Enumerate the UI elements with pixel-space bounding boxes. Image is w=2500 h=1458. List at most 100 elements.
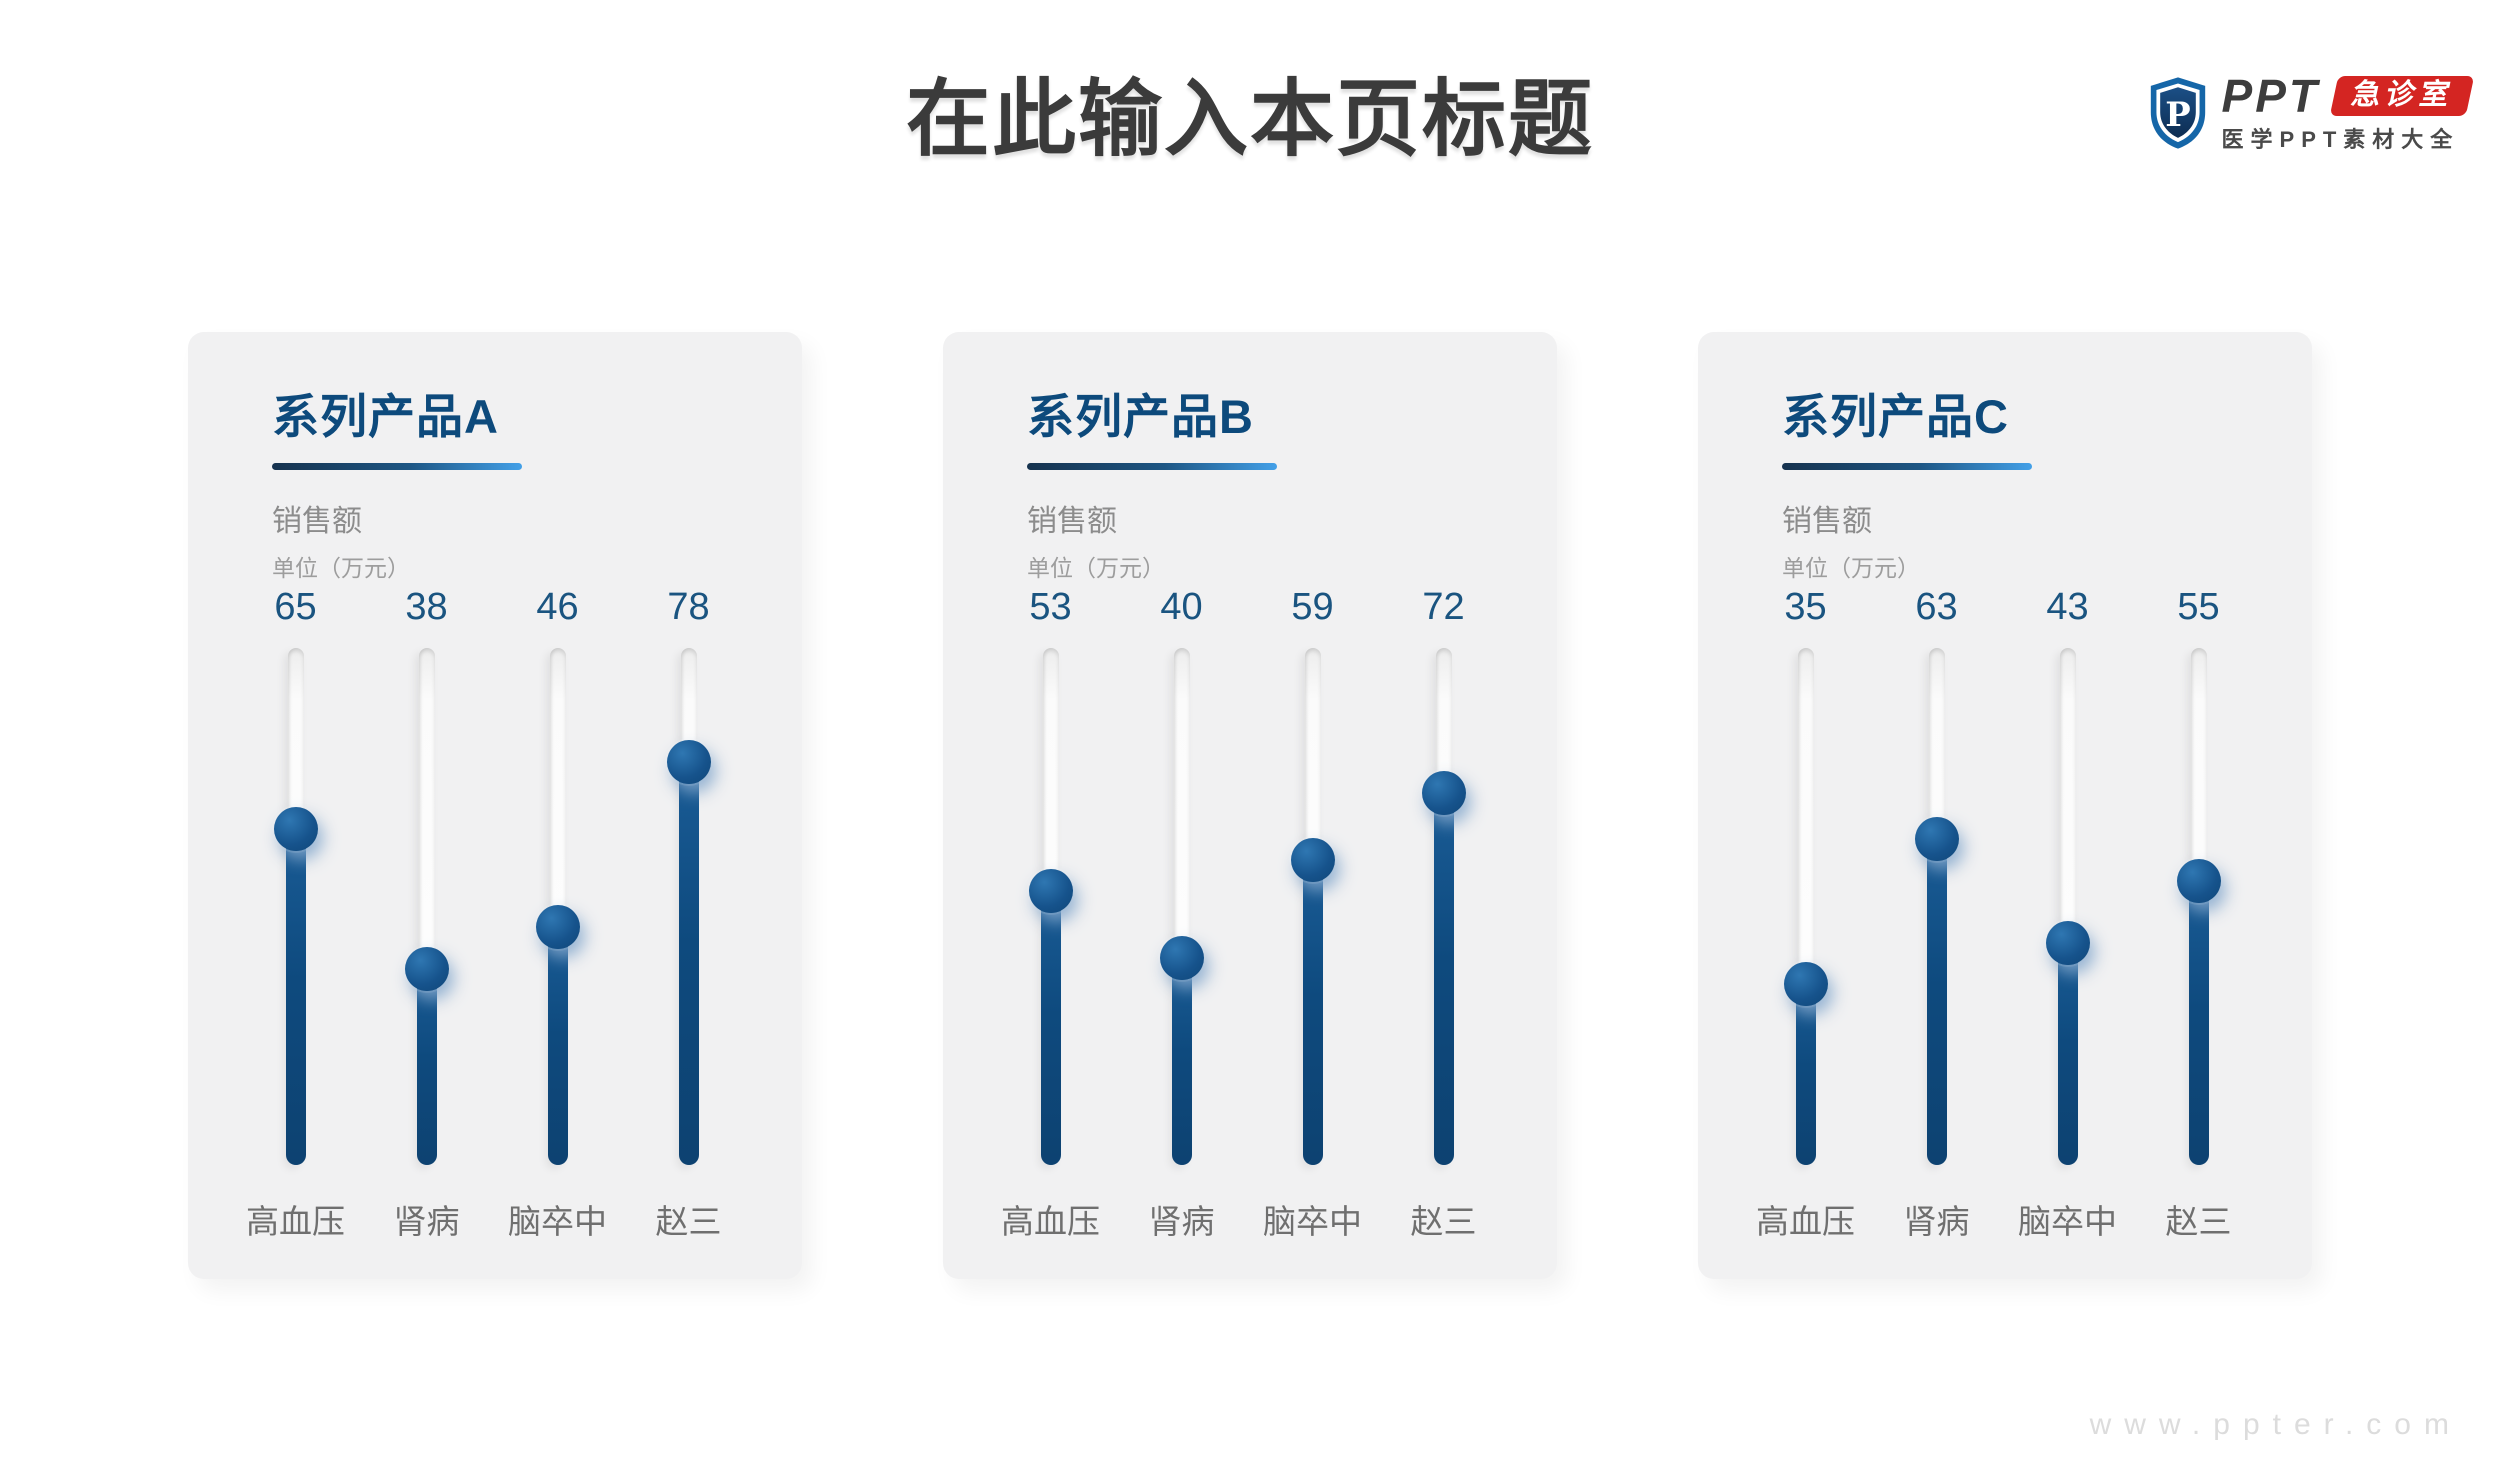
slider-track[interactable] (2176, 648, 2221, 1165)
slider-value: 43 (2046, 586, 2089, 628)
slider-track[interactable] (1421, 648, 1466, 1165)
brand-subtitle: 医学PPT素材大全 (2221, 127, 2460, 152)
slider-label: 高血压 (246, 1203, 345, 1240)
slider-group: 35 高血压 63 肾病 43 脑卒中 55 赵三 (1740, 582, 2264, 1243)
slider-track[interactable] (2045, 648, 2090, 1165)
slider-fill (1302, 859, 1323, 1165)
slider-column: 55 赵三 (2133, 582, 2264, 1243)
slider-knob[interactable] (1914, 817, 1959, 862)
slider-fill (1926, 839, 1947, 1165)
slider-label: 脑卒中 (508, 1203, 607, 1240)
slider-label: 肾病 (1148, 1203, 1215, 1240)
panel-header: 系列产品A 销售额 单位（万元） (188, 332, 802, 583)
title-underline (272, 463, 522, 470)
slider-knob[interactable] (2045, 920, 2090, 965)
panel-unit: 单位（万元） (272, 555, 410, 581)
slider-label: 肾病 (393, 1203, 460, 1240)
slider-label: 高血压 (1756, 1203, 1855, 1240)
slider-column: 72 赵三 (1378, 582, 1509, 1243)
slider-fill (547, 927, 568, 1165)
panels-container: 系列产品A 销售额 单位（万元） 65 高血压 38 肾病 46 脑卒中 78 (188, 332, 2312, 1279)
slider-column: 63 肾病 (1871, 582, 2002, 1243)
slider-fill (416, 968, 437, 1165)
slider-value: 35 (1784, 586, 1827, 628)
slider-fill (2057, 942, 2078, 1165)
slider-knob[interactable] (666, 739, 711, 784)
panel-subtitle: 销售额 (1782, 505, 1872, 538)
slider-value: 78 (667, 586, 710, 628)
slider-column: 40 肾病 (1116, 582, 1247, 1243)
shield-icon: P (2150, 77, 2205, 149)
slider-value: 59 (1291, 586, 1334, 628)
panel-header: 系列产品B 销售额 单位（万元） (943, 332, 1557, 583)
slider-track[interactable] (666, 648, 711, 1165)
panel-title: 系列产品C (1782, 390, 2009, 443)
slider-column: 35 高血压 (1740, 582, 1871, 1243)
slider-fill (2188, 880, 2209, 1165)
slider-fill (1433, 792, 1454, 1165)
slider-knob[interactable] (1783, 962, 1828, 1007)
panel-title: 系列产品B (1027, 390, 1254, 443)
slider-column: 46 脑卒中 (492, 582, 623, 1243)
slider-knob[interactable] (1421, 770, 1466, 815)
slider-column: 43 脑卒中 (2002, 582, 2133, 1243)
slider-knob[interactable] (2176, 858, 2221, 903)
slider-label: 肾病 (1903, 1203, 1970, 1240)
slider-fill (1171, 958, 1192, 1165)
slider-label: 脑卒中 (2018, 1203, 2117, 1240)
slider-track[interactable] (404, 648, 449, 1165)
slider-column: 59 脑卒中 (1247, 582, 1378, 1243)
panel-unit: 单位（万元） (1782, 555, 1920, 581)
brand-logo: P PPT 急诊室 医学PPT素材大全 (2148, 70, 2475, 154)
slider-fill (1795, 984, 1816, 1165)
slider-track[interactable] (1783, 648, 1828, 1165)
slider-label: 脑卒中 (1263, 1203, 1362, 1240)
slider-knob[interactable] (1290, 837, 1335, 882)
slider-track[interactable] (273, 648, 318, 1165)
slider-column: 78 赵三 (623, 582, 754, 1243)
title-underline (1782, 463, 2032, 470)
slider-track[interactable] (1159, 648, 1204, 1165)
shield-letter: P (2165, 94, 2190, 134)
slider-track[interactable] (1028, 648, 1073, 1165)
product-panel-3: 系列产品C 销售额 单位（万元） 35 高血压 63 肾病 43 脑卒中 55 (1698, 332, 2312, 1279)
slider-group: 53 高血压 40 肾病 59 脑卒中 72 赵三 (985, 582, 1509, 1243)
slider-fill (678, 761, 699, 1165)
panel-header: 系列产品C 销售额 单位（万元） (1698, 332, 2312, 583)
slider-value: 46 (536, 586, 579, 628)
slider-track[interactable] (1914, 648, 1959, 1165)
slider-knob[interactable] (535, 905, 580, 950)
panel-subtitle: 销售额 (1027, 505, 1117, 538)
brand-badge: 急诊室 (2329, 76, 2475, 116)
slider-label: 赵三 (655, 1203, 722, 1240)
slider-value: 53 (1029, 586, 1072, 628)
slider-value: 63 (1915, 586, 1958, 628)
slider-column: 38 肾病 (361, 582, 492, 1243)
panel-title: 系列产品A (272, 390, 499, 443)
slider-label: 高血压 (1001, 1203, 1100, 1240)
slider-label: 赵三 (2165, 1203, 2232, 1240)
slider-track[interactable] (535, 648, 580, 1165)
slider-value: 72 (1422, 586, 1465, 628)
panel-subtitle: 销售额 (272, 505, 362, 538)
page-title: 在此输入本页标题 (905, 72, 1594, 166)
slider-column: 53 高血压 (985, 582, 1116, 1243)
slider-knob[interactable] (1028, 869, 1073, 913)
slider-knob[interactable] (404, 946, 449, 991)
product-panel-2: 系列产品B 销售额 单位（万元） 53 高血压 40 肾病 59 脑卒中 72 (943, 332, 1557, 1279)
slider-fill (1040, 891, 1061, 1165)
slider-knob[interactable] (1159, 936, 1204, 981)
slider-value: 65 (274, 586, 317, 628)
slider-column: 65 高血压 (230, 582, 361, 1243)
slider-knob[interactable] (273, 806, 318, 851)
panel-unit: 单位（万元） (1027, 555, 1165, 581)
slider-value: 55 (2177, 586, 2220, 628)
watermark: www.ppter.com (2089, 1408, 2462, 1441)
slider-value: 38 (405, 586, 448, 628)
product-panel-1: 系列产品A 销售额 单位（万元） 65 高血压 38 肾病 46 脑卒中 78 (188, 332, 802, 1279)
slider-track[interactable] (1290, 648, 1335, 1165)
slider-value: 40 (1160, 586, 1203, 628)
title-underline (1027, 463, 1277, 470)
slider-fill (285, 828, 306, 1165)
brand-text: PPT (2221, 70, 2320, 122)
